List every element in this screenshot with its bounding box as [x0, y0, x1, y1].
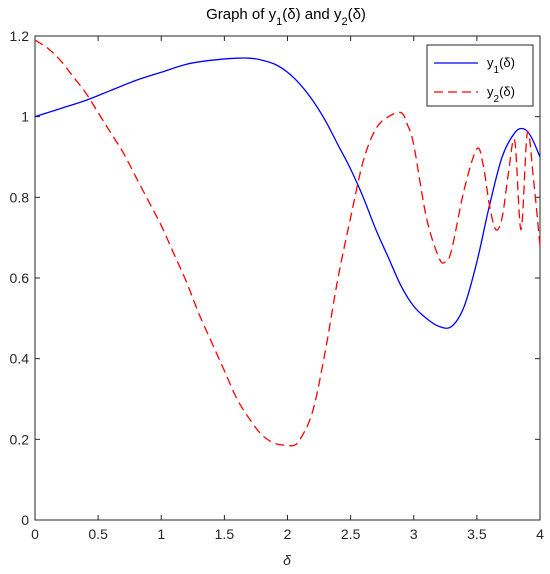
- axes-box: [34, 35, 541, 521]
- x-tick-label: 1.5: [215, 526, 235, 542]
- x-tick-label: 0.5: [88, 526, 108, 542]
- y-tick-label: 1: [21, 109, 29, 125]
- x-tick-label: 4: [536, 526, 544, 542]
- y-tick-label: 1.2: [10, 28, 30, 44]
- legend-label-y2: y2(δ): [487, 84, 515, 105]
- y-tick-label: 0.2: [10, 431, 30, 447]
- y-tick-label: 0.8: [10, 189, 30, 205]
- legend-box: [426, 44, 534, 107]
- chart-title: Graph of y1(δ) and y2(δ): [206, 6, 366, 28]
- x-tick-label: 0: [31, 526, 39, 542]
- series-line-y1: [34, 57, 541, 329]
- legend-label-y1: y1(δ): [487, 55, 515, 76]
- y-tick-label: 0.6: [10, 270, 30, 286]
- x-tick-label: 2.5: [341, 526, 361, 542]
- y-tick-label: 0: [21, 512, 29, 528]
- x-tick-label: 3.5: [467, 526, 487, 542]
- legend: y1(δ) y2(δ): [426, 44, 534, 107]
- series-layer: [34, 39, 541, 447]
- series-line-y2: [34, 39, 541, 447]
- x-tick-label: 2: [284, 526, 292, 542]
- y-tick-label: 0.4: [10, 351, 30, 367]
- x-tick-label: 1: [157, 526, 165, 542]
- axis-ticks: 0 0.5 1 1.5 2 2.5 3 3.5 4 0 0.2 0.4 0.6 0.8 1 1.2: [10, 28, 545, 542]
- x-tick-label: 3: [410, 526, 418, 542]
- plot-area: [34, 35, 541, 521]
- x-axis-label: δ: [283, 552, 291, 568]
